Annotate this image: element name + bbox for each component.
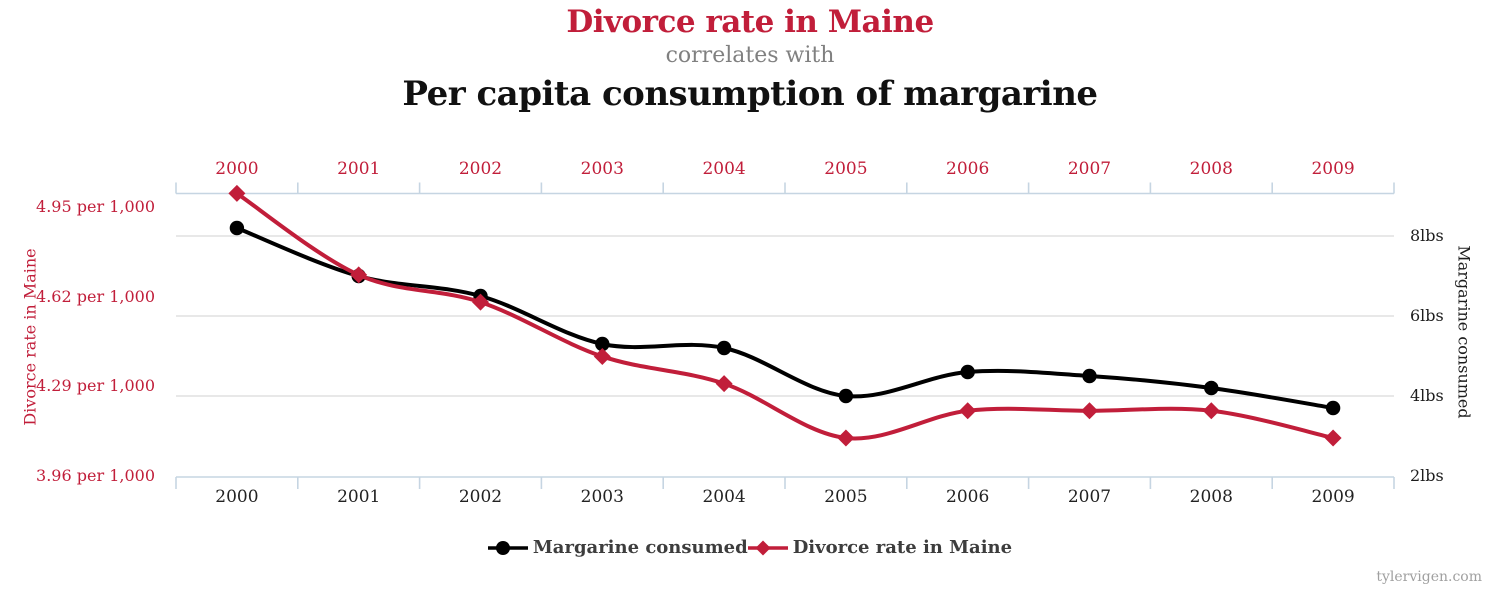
right-axis-tick-label: 6lbs bbox=[1410, 306, 1444, 325]
data-point-circle bbox=[229, 220, 245, 236]
data-point-diamond bbox=[350, 266, 368, 284]
left-axis-tick-label: 4.29 per 1,000 bbox=[36, 376, 155, 395]
bottom-axis-year-label: 2009 bbox=[1311, 487, 1355, 507]
top-axis-year-label: 2009 bbox=[1311, 159, 1355, 179]
bottom-axis-year-label: 2001 bbox=[337, 487, 381, 507]
bottom-axis-year-label: 2005 bbox=[824, 487, 868, 507]
top-axis-year-label: 2002 bbox=[458, 159, 503, 179]
left-axis-tick-label: 3.96 per 1,000 bbox=[36, 466, 155, 485]
top-axis-year-label: 2003 bbox=[580, 159, 624, 179]
series-line bbox=[235, 191, 1334, 441]
data-point-diamond bbox=[959, 402, 977, 420]
legend-label-divorce: Divorce rate in Maine bbox=[792, 537, 1013, 558]
top-axis-year-label: 2006 bbox=[946, 159, 990, 179]
data-point-circle bbox=[1204, 380, 1219, 396]
top-axis-labels: 2000 2001 2002 2003 2004 2005 2006 2007 … bbox=[176, 160, 1394, 178]
data-point-diamond bbox=[228, 184, 246, 202]
top-axis-year-label: 2001 bbox=[337, 159, 381, 179]
data-point-diamond bbox=[837, 429, 855, 447]
right-axis-tick-label: 4lbs bbox=[1410, 386, 1444, 405]
data-point-diamond bbox=[715, 375, 733, 393]
left-axis-tick-label: 4.95 per 1,000 bbox=[36, 197, 155, 216]
legend-item-divorce: Divorce rate in Maine bbox=[747, 537, 1013, 559]
top-axis-year-label: 2007 bbox=[1067, 159, 1112, 179]
data-point-circle bbox=[716, 340, 732, 356]
data-point-circle bbox=[595, 336, 610, 352]
chart-legend: Margarine consumed Divorce rate in Maine bbox=[0, 537, 1500, 559]
right-axis-title: Margarine consumed bbox=[1454, 245, 1474, 419]
legend-line-diamond-icon bbox=[747, 540, 788, 556]
left-axis-tick-label: 4.62 per 1,000 bbox=[36, 286, 155, 306]
top-axis-year-label: 2008 bbox=[1189, 159, 1233, 179]
data-point-diamond bbox=[1081, 402, 1098, 420]
series-divorce-rate-in-maine bbox=[228, 184, 1342, 447]
bottom-axis-year-label: 2002 bbox=[458, 487, 503, 507]
top-axis-year-label: 2000 bbox=[215, 159, 259, 179]
data-point-circle bbox=[960, 364, 975, 380]
data-point-diamond bbox=[472, 293, 489, 311]
series-margarine-consumed bbox=[229, 220, 1341, 416]
bottom-axis-year-label: 2003 bbox=[580, 487, 624, 507]
bottom-axis-year-label: 2008 bbox=[1189, 487, 1233, 507]
data-point-circle bbox=[1082, 368, 1097, 384]
right-axis-tick-label: 8lbs bbox=[1410, 226, 1444, 245]
secondary-title: Per capita consumption of margarine bbox=[402, 74, 1098, 114]
data-point-diamond bbox=[1324, 429, 1342, 447]
series-line bbox=[236, 226, 1334, 410]
legend-line-circle-icon bbox=[487, 541, 528, 555]
subtitle: correlates with bbox=[665, 43, 835, 68]
legend-item-margarine: Margarine consumed bbox=[487, 537, 748, 559]
data-point-circle bbox=[838, 388, 854, 404]
bottom-axis-year-label: 2007 bbox=[1067, 487, 1112, 507]
bottom-axis bbox=[175, 476, 1395, 489]
bottom-axis-year-label: 2004 bbox=[702, 487, 746, 507]
top-axis-year-label: 2004 bbox=[702, 159, 746, 179]
right-axis-tick-label: 2lbs bbox=[1410, 466, 1444, 485]
top-axis bbox=[175, 182, 1395, 195]
left-axis-title: Divorce rate in Maine bbox=[20, 248, 40, 426]
bottom-axis-year-label: 2000 bbox=[215, 487, 259, 507]
data-point-diamond bbox=[1202, 402, 1220, 420]
top-axis-year-label: 2005 bbox=[824, 159, 868, 179]
legend-label-margarine: Margarine consumed bbox=[532, 537, 748, 558]
data-point-circle bbox=[1325, 400, 1341, 416]
bottom-axis-labels: 2000 2001 2002 2003 2004 2005 2006 2007 … bbox=[176, 488, 1394, 506]
watermark: tylervigen.com bbox=[1376, 569, 1482, 585]
gridlines bbox=[176, 235, 1394, 397]
data-point-diamond bbox=[593, 347, 611, 365]
page-title: Divorce rate in Maine bbox=[566, 4, 934, 40]
bottom-axis-year-label: 2006 bbox=[946, 487, 990, 507]
